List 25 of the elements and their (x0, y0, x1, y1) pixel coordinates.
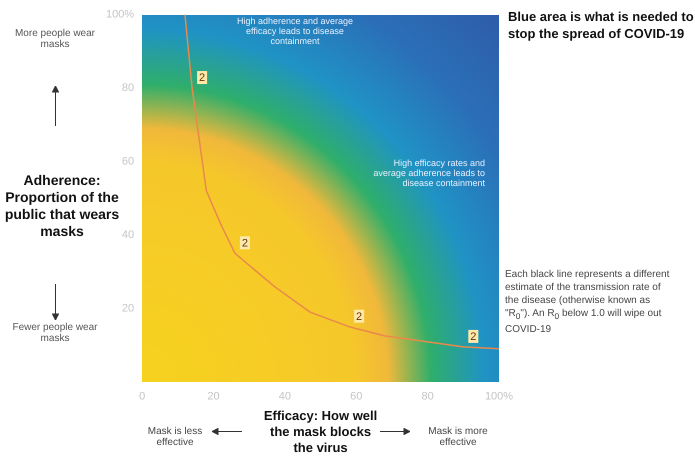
annotation: High adherence and average efficacy leads to disease containment (236, 16, 354, 46)
x-tick-label: 0 (139, 390, 146, 402)
text: 2 (199, 72, 206, 84)
y-axis-title: Adherence: Proportion of the public that wears masks (4, 172, 120, 239)
x-tick-label: 100% (484, 390, 514, 402)
y-tick-label: 40 (122, 228, 134, 241)
text: Fewer people wear masks (11, 322, 99, 344)
text: Each black line represents a different estimate of the transmission rate of the disease (otherwise known as "R$_{0}$"). An R$_{0}$ below 1.0 will wipe out COVID-19 (505, 269, 670, 335)
series-label: 2 (470, 330, 476, 343)
text: More people wear masks (14, 28, 96, 50)
text: Mask is less effective (146, 426, 204, 448)
x-tick-label: 40 (278, 390, 292, 402)
y-tick-label: 100% (106, 8, 134, 21)
text: 2 (242, 237, 248, 250)
text: Mask is more effective (427, 426, 489, 448)
y-tick-label: 20 (122, 302, 134, 314)
y-tick-label: 60 (122, 156, 134, 168)
text: Blue area is what is needed to stop the spread of COVID-19 (508, 8, 695, 42)
x-tick-label: 60 (350, 390, 362, 402)
y-tick-label: 80 (122, 82, 134, 94)
text: 2 (356, 310, 362, 323)
x-tick-label: 20 (207, 390, 220, 402)
annotation: High efficacy rates and average adherence leads to disease containment (372, 158, 485, 188)
x-axis-title: Efficacy: How well the mask blocks the virus (262, 408, 378, 456)
x-tick-label: 80 (422, 390, 434, 402)
